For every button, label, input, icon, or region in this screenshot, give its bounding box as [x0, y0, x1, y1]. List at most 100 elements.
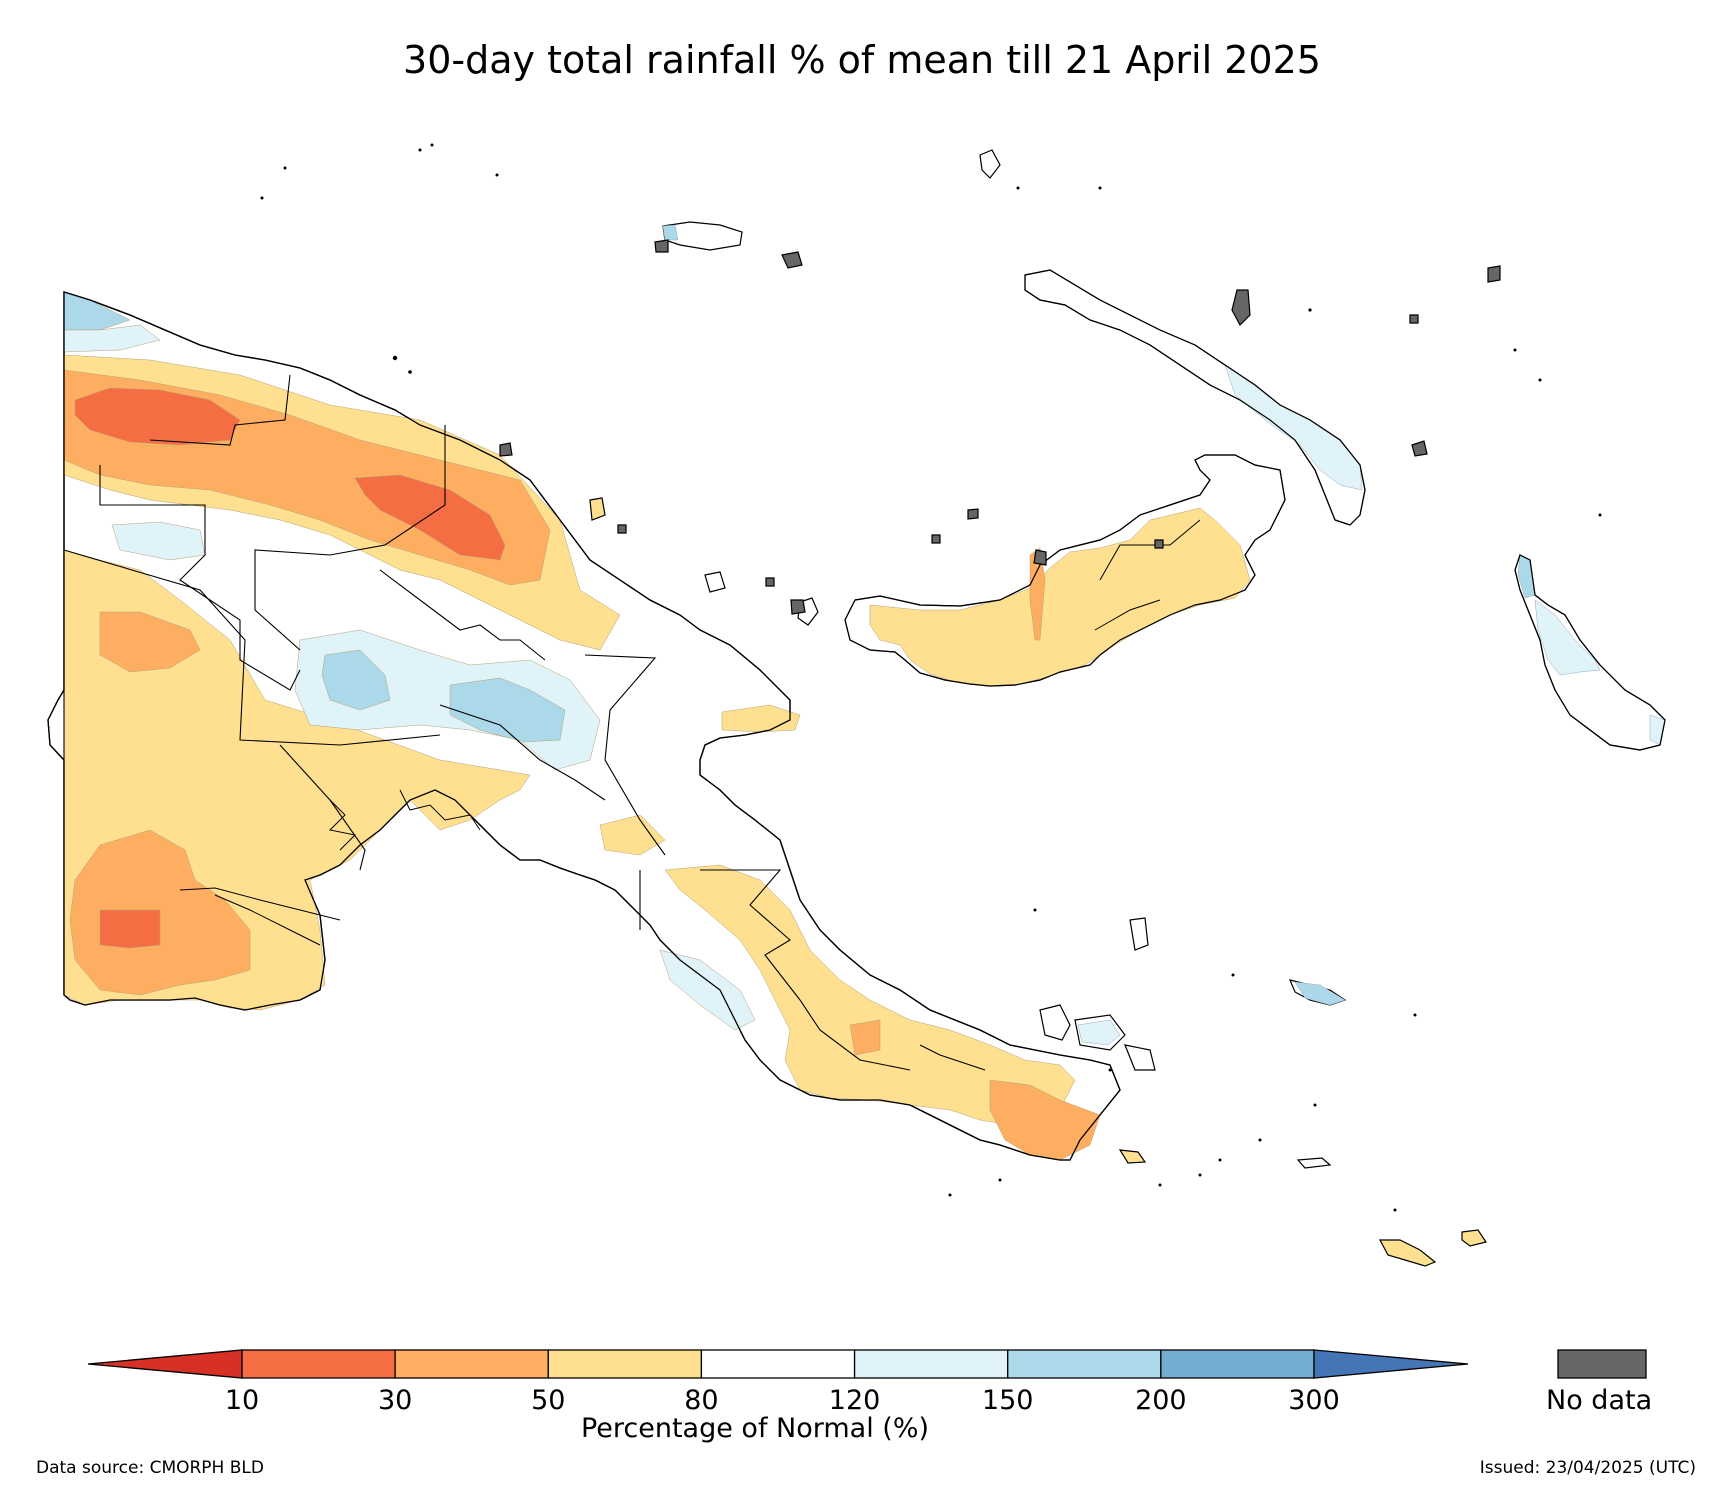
- islet: [260, 196, 264, 200]
- mainland-outline: [47, 291, 1121, 1161]
- colorbar-tick-label: 50: [531, 1385, 566, 1416]
- islet: [1538, 378, 1542, 382]
- new-britain-outline: [844, 454, 1286, 687]
- island-nodata-lihir: [1411, 440, 1428, 457]
- boundary-highlands-b: [439, 704, 606, 801]
- boundary-morobe-oro: [700, 869, 911, 1071]
- no-data-swatch: [1557, 1349, 1647, 1379]
- islet: [1598, 513, 1602, 517]
- colorbar-tick-label: 120: [828, 1385, 881, 1416]
- island-nodata-tanga: [1231, 289, 1251, 326]
- boundary-gulf-central: [279, 744, 366, 871]
- colorbar-extend-low: [87, 1349, 243, 1379]
- colorbar-bin: [241, 1349, 396, 1379]
- zone-30-50-west-mid: [99, 611, 201, 673]
- boundary-east-west-new-britain: [1099, 519, 1201, 581]
- island-rossel: [1461, 1229, 1487, 1247]
- map-title: 30-day total rainfall % of mean till 21 …: [403, 38, 1321, 82]
- island-kiriwina: [1129, 917, 1149, 951]
- river-channel: [179, 887, 341, 921]
- island-nodata-manus-east: [781, 251, 803, 269]
- boundary-madang-morobe: [584, 654, 666, 856]
- colorbar-label: Percentage of Normal (%): [580, 1413, 930, 1444]
- zone-150-200-highlands-b: [449, 677, 566, 743]
- bougainville-outline: [1514, 554, 1666, 751]
- islet: [948, 1193, 952, 1197]
- new-britain: [797, 454, 1286, 687]
- colorbar-tick-label: 80: [684, 1385, 719, 1416]
- islet: [408, 370, 412, 374]
- bougainville: [1514, 554, 1666, 751]
- islet: [1258, 1138, 1262, 1142]
- islet: [495, 173, 499, 177]
- boundary-highlands-a: [379, 569, 546, 661]
- zone-150-200-highlands-a: [321, 649, 391, 711]
- colorbar: [87, 1349, 1469, 1379]
- boundary-new-britain-south: [1094, 599, 1161, 631]
- fly-river-delta: [179, 789, 481, 946]
- islet: [1513, 348, 1517, 352]
- manus-islands: [499, 149, 1501, 615]
- small-islets: [260, 143, 1602, 1212]
- colorbar-tick-label: 10: [224, 1385, 260, 1416]
- zone-150-200-manus: [662, 224, 679, 241]
- issued-date: Issued: 23/04/2025 (UTC): [1479, 1458, 1696, 1478]
- island-normanby: [1124, 1044, 1156, 1071]
- zone-10-30-north-b: [354, 474, 506, 561]
- colorbar-tick-label: 30: [377, 1385, 413, 1416]
- zone-120-150-southcoast: [659, 949, 756, 1031]
- island-misima: [1296, 1157, 1332, 1169]
- island-tagula: [1379, 1239, 1437, 1267]
- river-channel: [214, 894, 321, 946]
- zone-30-50-milne-b: [989, 1079, 1101, 1161]
- boundary-sandaun-east-sepik: [149, 374, 291, 446]
- island-nodata-crown: [1409, 314, 1419, 324]
- island-nodata-witu: [1033, 549, 1047, 566]
- zone-120-150-bougainville: [1534, 599, 1601, 676]
- islet: [1231, 973, 1235, 977]
- colorbar-bin: [394, 1349, 549, 1379]
- island-nodata-karkar: [790, 599, 806, 615]
- zone-10-30-north-a: [74, 387, 241, 446]
- colorbar-extend-high: [1313, 1349, 1469, 1379]
- island-nodata-manus: [654, 239, 669, 253]
- colorbar-bin: [547, 1349, 703, 1379]
- islet: [418, 148, 422, 152]
- islet: [1033, 908, 1037, 912]
- island-wuvulu: [589, 497, 606, 521]
- island-nodata-small-2: [617, 524, 627, 534]
- colorbar-tick-label: 300: [1288, 1385, 1340, 1416]
- no-data-label: No data: [1546, 1385, 1653, 1416]
- zone-50-80-morobe: [599, 814, 666, 856]
- boundary-western-north: [63, 549, 441, 746]
- colorbar-bin: [1007, 1349, 1162, 1379]
- zone-120-150-fergusson: [1077, 1019, 1121, 1046]
- island-nodata-bam: [967, 508, 979, 520]
- zone-10-30-southwest: [99, 909, 161, 949]
- island-mussau: [979, 149, 1001, 179]
- zone-30-50-milne-a: [849, 1019, 881, 1056]
- islet: [430, 143, 434, 147]
- island-nodata-small-3: [765, 577, 775, 587]
- colorbar-tick-label: 200: [1135, 1385, 1187, 1416]
- islet: [1198, 1173, 1202, 1177]
- islet: [1308, 308, 1312, 312]
- islet: [1218, 1158, 1222, 1162]
- colorbar-bin: [700, 1349, 856, 1379]
- island-nodata-garove: [1154, 539, 1164, 549]
- island-nodata-small-1: [931, 534, 941, 544]
- islet: [392, 355, 398, 361]
- islet: [1098, 186, 1102, 190]
- islet: [1413, 1013, 1417, 1017]
- island-goodenough: [1039, 1004, 1071, 1041]
- islet: [1108, 1068, 1112, 1072]
- zone-30-50-new-britain: [1029, 547, 1046, 641]
- new-ireland-outline: [1024, 269, 1366, 526]
- islet: [1158, 1183, 1162, 1187]
- colorbar-tick-label: 150: [981, 1385, 1034, 1416]
- boundary-east-sepik-madang: [254, 425, 446, 651]
- zone-50-80-new-britain: [869, 507, 1251, 687]
- island-nodata-feni: [1487, 265, 1501, 283]
